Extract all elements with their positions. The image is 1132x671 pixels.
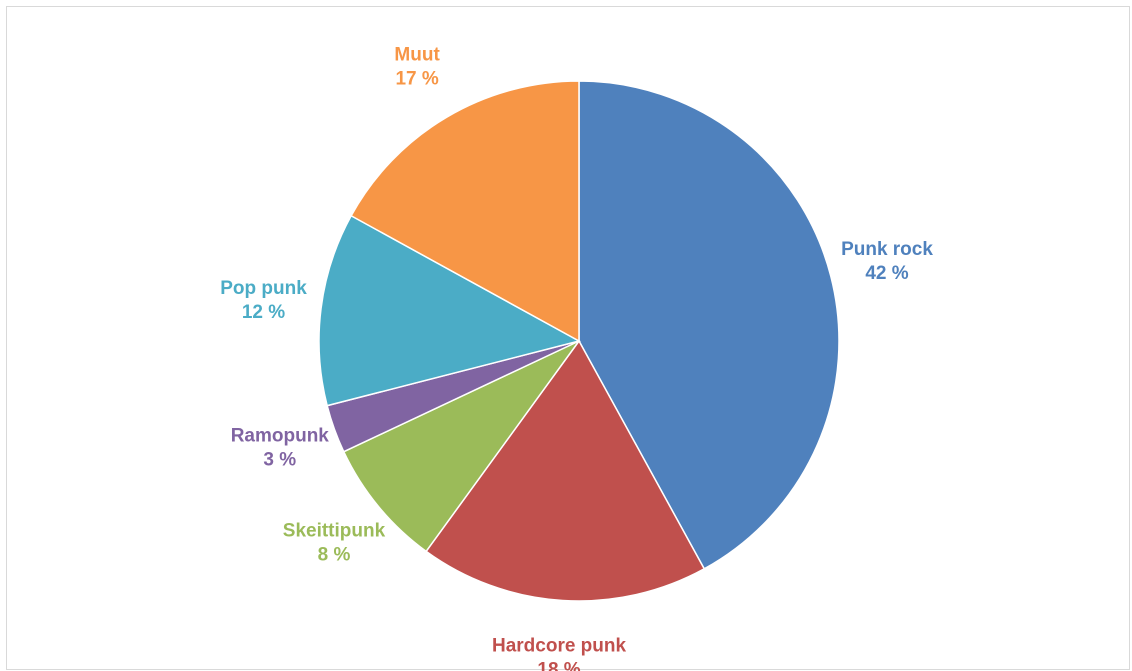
- chart-frame: Punk rock 42 % Hardcore punk 18 % Skeittipun…: [6, 6, 1130, 671]
- slice-label-hardcore-punk: Hardcore punk: [492, 635, 627, 656]
- slice-value-ramopunk: 3 %: [263, 450, 296, 471]
- slice-label-muut: Muut: [394, 44, 440, 65]
- pie-slices: [318, 80, 840, 602]
- slice-value-muut: 17 %: [395, 68, 438, 89]
- pie-slice-muut: [350, 80, 580, 343]
- slice-value-pop-punk: 12 %: [242, 302, 285, 323]
- slice-value-skeittipunk: 8 %: [318, 545, 351, 566]
- slice-label-pop-punk: Pop punk: [220, 278, 307, 299]
- pie-slice-pop-punk: [318, 214, 582, 407]
- pie-slice-skeittipunk: [342, 340, 580, 553]
- slice-label-ramopunk: Ramopunk: [231, 426, 330, 447]
- pie-slice-hardcore-punk: [425, 339, 706, 602]
- slice-label-skeittipunk: Skeittipunk: [283, 521, 386, 542]
- slice-label-punk-rock: Punk rock: [841, 239, 933, 260]
- pie-chart: Punk rock 42 % Hardcore punk 18 % Skeittipun…: [220, 44, 933, 671]
- pie-slice-punk-rock: [578, 80, 840, 570]
- pie-labels: Punk rock 42 % Hardcore punk 18 % Skeittipun…: [220, 44, 933, 671]
- slice-value-punk-rock: 42 %: [865, 263, 908, 284]
- slice-value-hardcore-punk: 18 %: [537, 659, 580, 671]
